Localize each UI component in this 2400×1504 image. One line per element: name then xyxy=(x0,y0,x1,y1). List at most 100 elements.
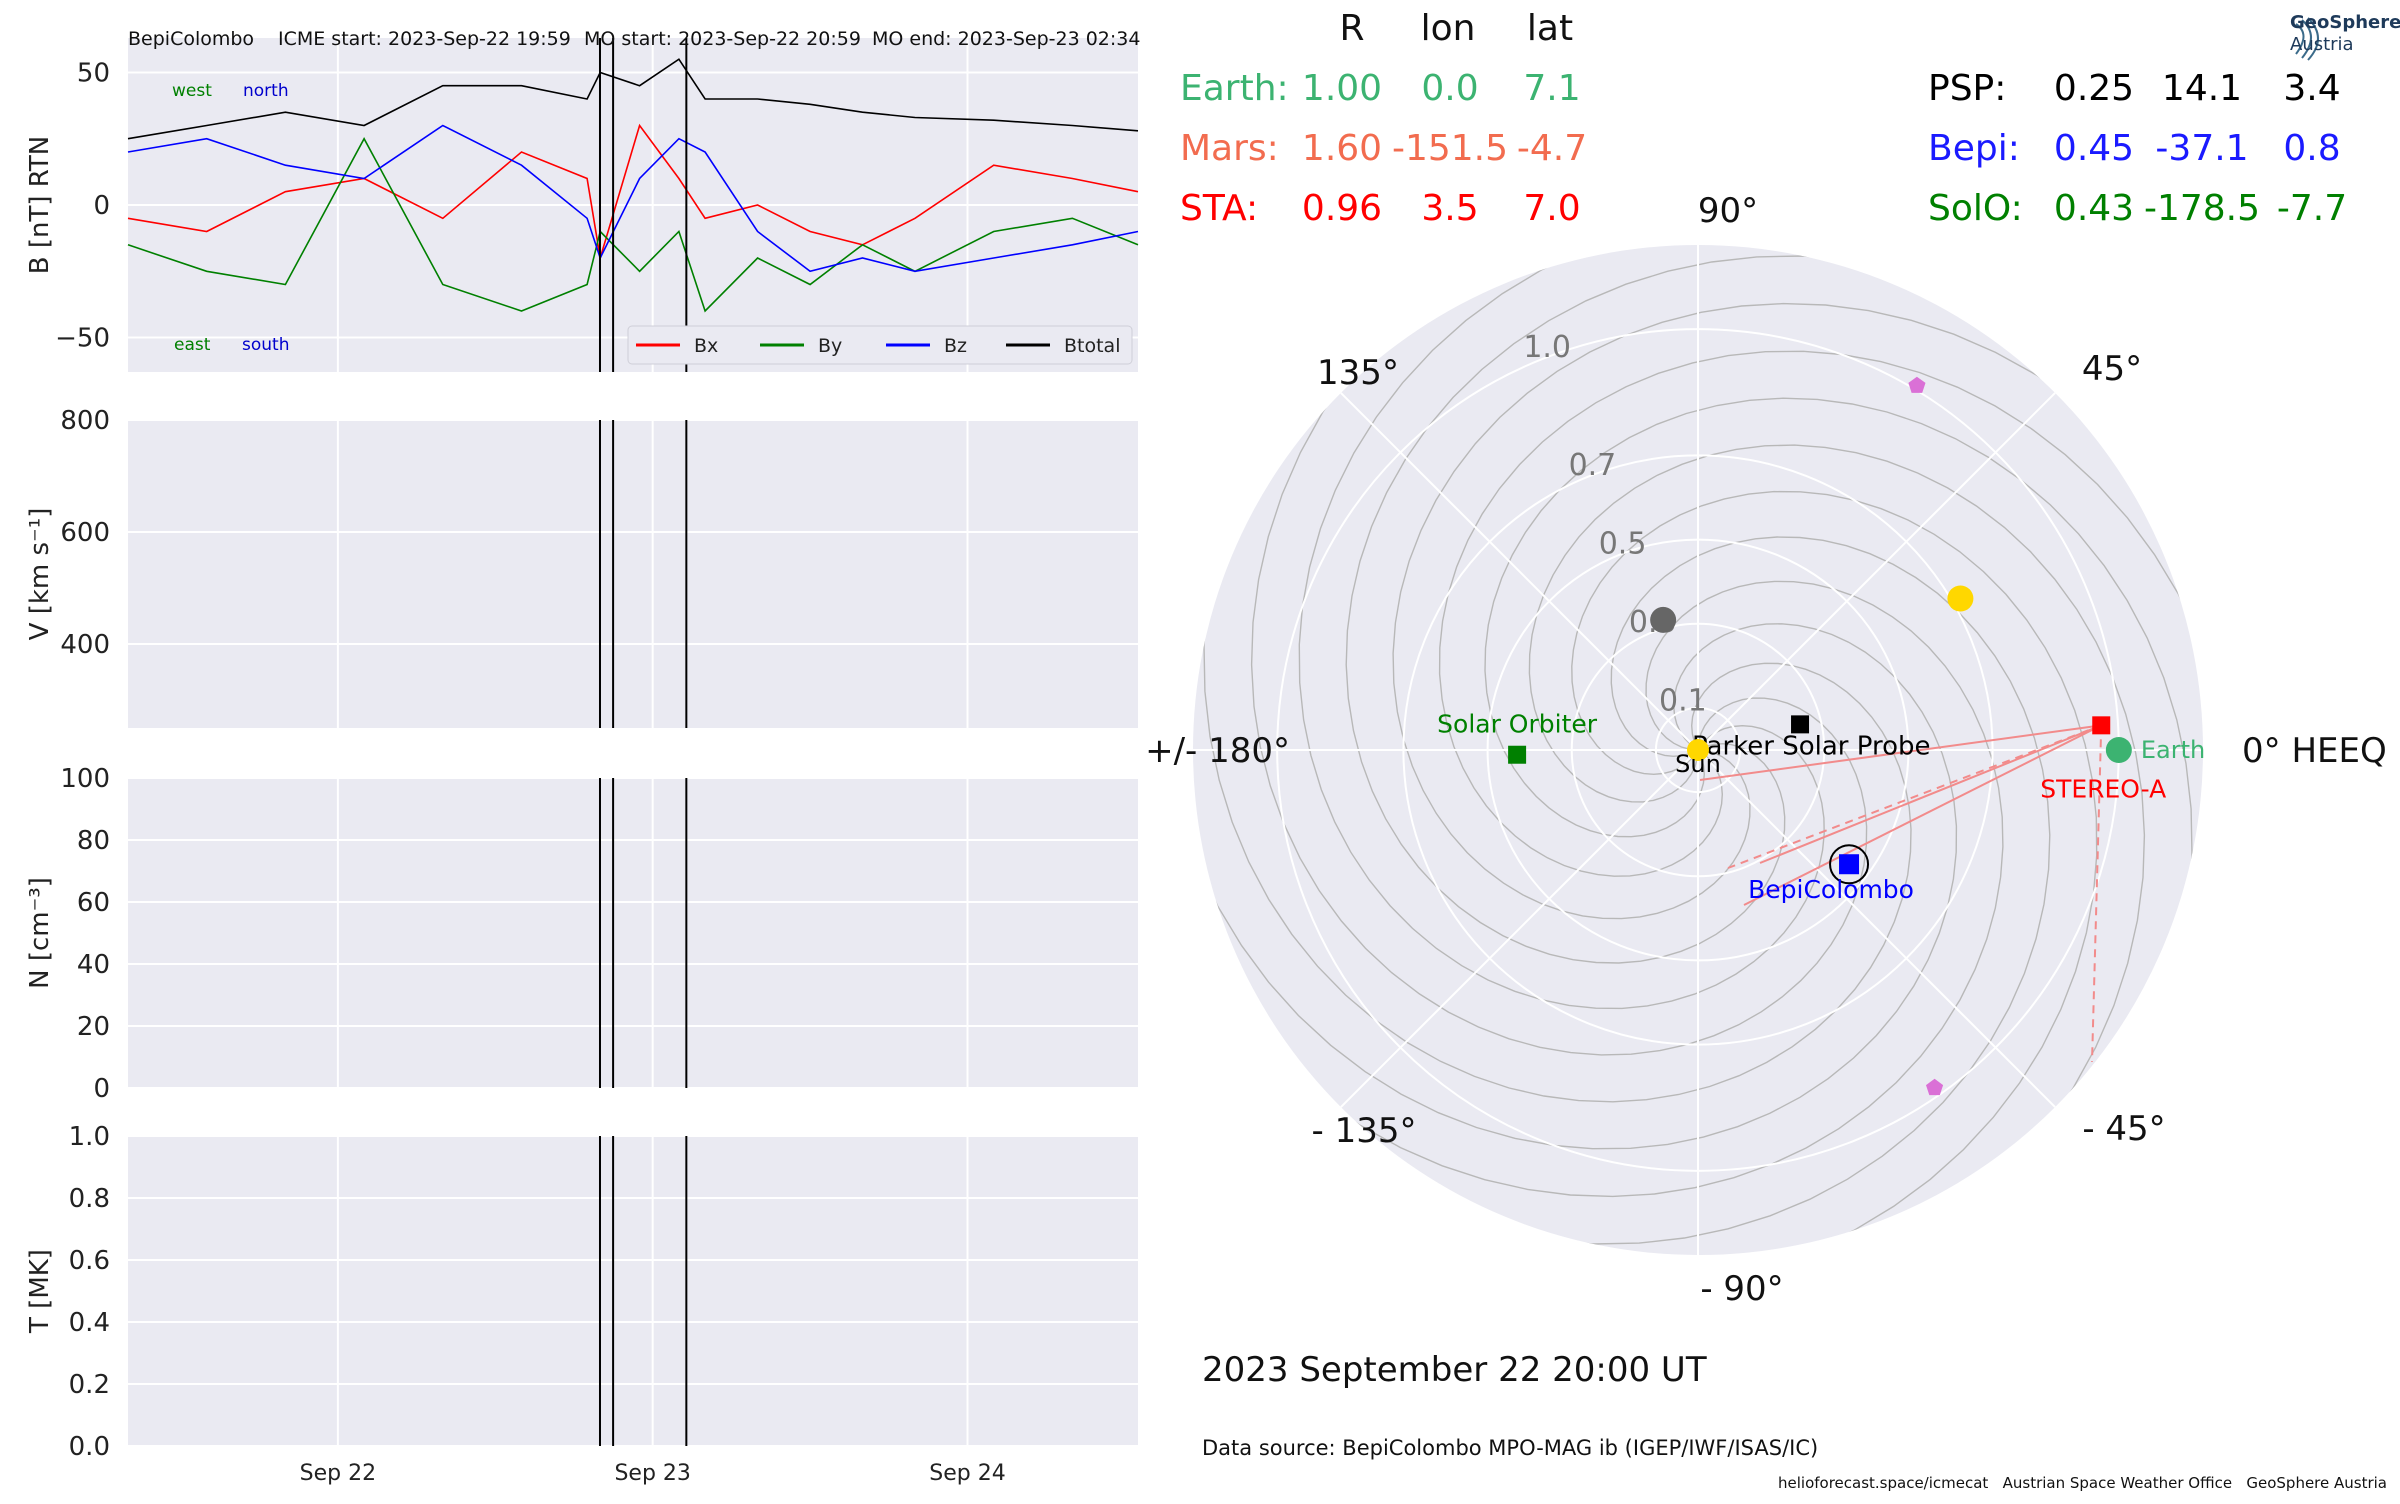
table-cell-lat: 7.1 xyxy=(1523,68,1581,109)
table-cell-lon: 14.1 xyxy=(2161,68,2243,109)
table-cell-r: 1.60 xyxy=(1301,128,1383,169)
table-row-name: Mars: xyxy=(1180,128,1279,169)
data-source-label: Data source: BepiColombo MPO-MAG ib (IGE… xyxy=(1202,1436,1819,1460)
y-tick-label: 0 xyxy=(93,191,110,221)
angle-grid-line xyxy=(1697,749,2056,1108)
table-row-name: STA: xyxy=(1180,188,1259,229)
angle-label: - 90° xyxy=(1700,1269,1783,1309)
connector-line xyxy=(1759,724,2102,864)
table-header: lat xyxy=(1526,8,1574,49)
angle-grid-line xyxy=(1340,392,1699,751)
x-tick-label: Sep 24 xyxy=(929,1461,1005,1486)
y-tick-label: 60 xyxy=(77,888,110,918)
marker-square xyxy=(1508,745,1527,764)
y-tick-label: 0.4 xyxy=(69,1308,110,1338)
body-label: Sun xyxy=(1675,750,1721,778)
angle-label: - 135° xyxy=(1312,1111,1417,1151)
legend-label-Bz: Bz xyxy=(944,335,967,357)
datetime-label: 2023 September 22 20:00 UT xyxy=(1202,1350,1707,1390)
series-By xyxy=(127,137,1139,313)
y-axis-label: N [cm⁻³] xyxy=(25,877,55,989)
y-axis-label: V [km s⁻¹] xyxy=(25,508,55,641)
marker-circle xyxy=(1687,739,1709,761)
y-tick-label: 0 xyxy=(93,1074,110,1104)
table-cell-lat: -7.7 xyxy=(2276,188,2348,229)
y-tick-label: 50 xyxy=(77,58,110,88)
annotation-south: south xyxy=(242,335,289,355)
r-tick-label: 0.5 xyxy=(1599,527,1647,562)
spiral-line xyxy=(1250,336,1868,1056)
body-solar-orbiter: Solar Orbiter xyxy=(1437,710,1598,764)
spiral-line xyxy=(1528,444,2146,1164)
legend-label-Btotal: Btotal xyxy=(1064,335,1120,357)
r-tick-label: 0.7 xyxy=(1569,448,1617,483)
y-tick-label: 0.8 xyxy=(69,1184,110,1214)
body-bepicolombo: BepiColombo xyxy=(1748,844,1914,904)
marker-pentagon xyxy=(1926,1078,1944,1096)
spiral-line xyxy=(1193,623,1958,1150)
y-axis-label: T [MK] xyxy=(25,1249,55,1334)
marker-circle xyxy=(1947,585,1974,612)
body-label: Solar Orbiter xyxy=(1437,710,1598,739)
y-tick-label: 600 xyxy=(60,518,110,548)
panel-background xyxy=(128,1136,1138,1446)
y-tick-label: 0.0 xyxy=(69,1432,110,1462)
marker-square xyxy=(2092,716,2111,735)
table-cell-lon: 0.0 xyxy=(1421,68,1479,109)
table-header: R xyxy=(1339,8,1365,49)
parker-spirals xyxy=(1193,245,2203,1255)
y-tick-label: 80 xyxy=(77,826,110,856)
panel-temperature: 1.0 0.8 0.6 0.4 0.2 0.0 T [MK] xyxy=(25,1122,1138,1462)
y-tick-label: 20 xyxy=(77,1012,110,1042)
logo-line1: GeoSphere xyxy=(2290,12,2400,33)
spiral-line xyxy=(1498,536,2051,1245)
table-cell-r: 0.43 xyxy=(2053,188,2135,229)
table-cell-r: 0.96 xyxy=(1301,188,1383,229)
body-label: Earth xyxy=(2141,736,2205,764)
table-row-name: PSP: xyxy=(1928,68,2007,109)
y-tick-label: 100 xyxy=(60,764,110,794)
series-Btotal xyxy=(127,58,1139,140)
mo-end-label: MO end: 2023-Sep-23 02:34 xyxy=(872,28,1141,50)
angle-label: 0° HEEQ xyxy=(2242,731,2387,771)
y-tick-label: 0.2 xyxy=(69,1370,110,1400)
angle-label: 45° xyxy=(2082,349,2142,389)
marker-circle xyxy=(2105,737,2132,763)
credits-label: helioforecast.space/icmecat Austrian Spa… xyxy=(1778,1474,2388,1492)
connector-line xyxy=(1699,724,2102,781)
marker-square xyxy=(1839,854,1860,875)
body-juice2 xyxy=(1926,1078,1944,1096)
connector-line-dashed xyxy=(2091,725,2103,1063)
table-cell-lat: 0.8 xyxy=(2283,128,2341,169)
y-axis-label: B [nT] RTN xyxy=(25,136,55,275)
panel-density: 100 80 60 40 20 0 N [cm⁻³] xyxy=(25,764,1138,1104)
logo-line2: Austria xyxy=(2290,34,2354,55)
y-tick-label: 400 xyxy=(60,630,110,660)
target-ring xyxy=(1829,844,1870,885)
icme-start-label: ICME start: 2023-Sep-22 19:59 xyxy=(278,28,571,50)
table-cell-lat: 7.0 xyxy=(1523,188,1581,229)
angle-label: - 45° xyxy=(2082,1109,2165,1149)
table-cell-lon: -151.5 xyxy=(1391,128,1509,169)
body-label: STEREO-A xyxy=(2040,774,2166,803)
table-cell-lon: -37.1 xyxy=(2155,128,2249,169)
annotation-north: north xyxy=(243,81,289,101)
table-cell-lon: -178.5 xyxy=(2143,188,2261,229)
table-cell-r: 1.00 xyxy=(1301,68,1383,109)
table-row-name: Bepi: xyxy=(1928,128,2020,169)
body-parker-solar-probe: Parker Solar Probe xyxy=(1692,715,1931,761)
y-tick-label: 1.0 xyxy=(69,1122,110,1152)
angle-grid-line xyxy=(1697,392,2056,751)
logo-text: GeoSphere Austria xyxy=(2290,12,2400,56)
connector-line xyxy=(1743,724,2102,906)
panel-magnetic-field: 50 0 −50 B [nT] RTN xyxy=(25,38,1139,372)
legend: Bx By Bz Btotal xyxy=(627,325,1133,365)
body-label: Parker Solar Probe xyxy=(1692,731,1930,761)
geosphere-logo xyxy=(2295,17,2319,61)
table-cell-lon: 3.5 xyxy=(1421,188,1479,229)
annotation-east: east xyxy=(174,335,211,355)
angle-label: +/- 180° xyxy=(1145,731,1290,771)
